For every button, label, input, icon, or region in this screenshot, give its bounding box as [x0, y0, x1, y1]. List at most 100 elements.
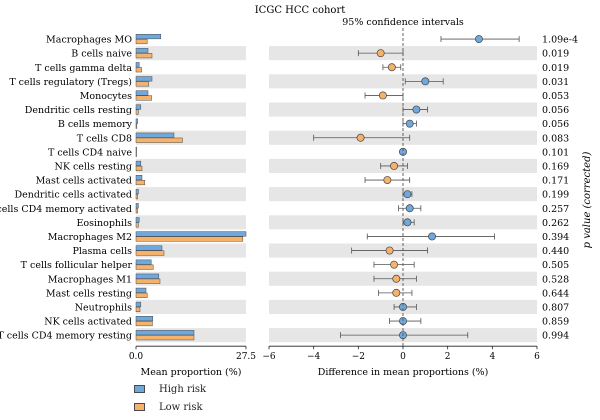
- bar-high-risk-t-cells-gamma-delta: [135, 62, 140, 68]
- legend-swatch-high-risk: [134, 385, 145, 393]
- stripe-bar-t-cells-regulatory-tregs: [136, 74, 246, 89]
- pvalue-t-cells-follicular-helper: 0.505: [542, 260, 569, 271]
- bar-high-risk-mast-cells-resting: [135, 287, 147, 293]
- ci-point-mast-cells-activated: [383, 176, 392, 184]
- stripe-bar-dendritic-cells-activated: [136, 187, 246, 202]
- ci-x-tick-label-0: −6: [262, 352, 276, 362]
- stripe-bar-eosinophils: [136, 215, 246, 230]
- pvalue-t-cells-gamma-delta: 0.019: [542, 63, 569, 74]
- ci-x-tick-label-1: −4: [307, 352, 321, 362]
- bar-high-risk-eosinophils: [135, 217, 140, 223]
- pvalue-t-cells-cd4-naive: 0.101: [542, 147, 569, 158]
- bar-low-risk-macrophages-m1: [135, 278, 161, 284]
- pvalue-nk-cells-activated: 0.859: [542, 317, 569, 328]
- ci-point-monocytes: [378, 91, 387, 100]
- stripe-bar-b-cells-naive: [136, 46, 246, 61]
- ci-x-axis-label: Difference in mean proportions (%): [318, 367, 489, 378]
- stripe-ci-t-cells-regulatory-tregs: [269, 74, 537, 89]
- bar-high-risk-monocytes: [135, 90, 149, 96]
- bar-x-axis-label: Mean proportion (%): [141, 367, 242, 378]
- category-label-t-cells-cd4-naive: T cells CD4 naive: [48, 147, 132, 158]
- bar-low-risk-t-cells-cd4-memory-resting: [135, 335, 195, 341]
- pvalue-t-cells-cd8: 0.083: [542, 133, 569, 144]
- bar-high-risk-macrophages-mo: [135, 34, 162, 40]
- category-label-mast-cells-resting: Mast cells resting: [46, 288, 132, 299]
- bar-high-risk-t-cells-cd4-naive: [135, 146, 137, 152]
- ci-x-tick-label-5: 4: [489, 352, 495, 362]
- axes: 0.0 27.5 −6 −4 −2 0 2 4 6: [129, 28, 540, 362]
- pvalue-t-cells-regulatory-tregs: 0.031: [542, 77, 569, 88]
- row-stripes: [136, 46, 537, 343]
- bar-low-risk-eosinophils: [135, 222, 139, 228]
- category-label-t-cells-gamma-delta: T cells gamma delta: [35, 63, 132, 74]
- legend-swatch-low-risk: [134, 403, 145, 411]
- bar-high-risk-b-cells-naive: [135, 48, 149, 54]
- ci-point-eosinophils: [403, 218, 412, 227]
- ci-point-b-cells-memory: [405, 119, 414, 128]
- pvalue-b-cells-naive: 0.019: [542, 49, 569, 60]
- stripe-bar-macrophages-m1: [136, 271, 246, 286]
- bar-high-risk-b-cells-memory: [135, 118, 138, 124]
- category-label-plasma-cells: Plasma cells: [72, 246, 132, 257]
- ci-point-t-cells-gamma-delta: [387, 63, 396, 72]
- pvalue-neutrophils: 0.807: [542, 302, 569, 313]
- ci-point-b-cells-naive: [376, 49, 385, 58]
- bar-high-risk-dendritic-cells-resting: [135, 104, 142, 110]
- bar-low-risk-neutrophils: [135, 306, 141, 312]
- bar-low-risk-monocytes: [135, 95, 152, 101]
- bar-low-risk-macrophages-m2: [135, 236, 244, 242]
- legend-label-low-risk: Low risk: [159, 401, 203, 413]
- pvalue-macrophages-mo: 1.09e-4: [542, 35, 578, 46]
- ci-point-plasma-cells: [385, 246, 394, 255]
- ci-point-t-cells-follicular-helper: [390, 260, 399, 269]
- bar-x-tick-label-0: 0.0: [129, 352, 144, 362]
- pvalue-dendritic-cells-activated: 0.199: [542, 190, 569, 201]
- bar-high-risk-nk-cells-activated: [135, 316, 154, 322]
- ci-point-macrophages-m2: [428, 232, 436, 241]
- ci-panel: [313, 35, 520, 340]
- pvalue-t-cells-cd4-memory-resting: 0.994: [542, 331, 569, 342]
- bar-high-risk-macrophages-m1: [135, 273, 160, 279]
- category-label-t-cells-cd4-memory-activated: T cells CD4 memory activated: [0, 204, 132, 215]
- bar-x-tick-label-1: 27.5: [236, 352, 256, 362]
- pvalue-nk-cells-resting: 0.169: [542, 161, 569, 172]
- ci-x-tick-label-4: 2: [445, 352, 451, 362]
- ci-point-mast-cells-resting: [392, 288, 401, 297]
- category-label-t-cells-follicular-helper: T cells follicular helper: [21, 260, 133, 271]
- category-label-macrophages-m1: Macrophages M1: [48, 274, 132, 285]
- bar-low-risk-mast-cells-resting: [135, 292, 148, 298]
- ci-point-t-cells-cd4-memory-activated: [405, 204, 414, 213]
- category-label-monocytes: Monocytes: [80, 91, 132, 102]
- pvalue-t-cells-cd4-memory-activated: 0.257: [542, 204, 569, 215]
- bar-low-risk-nk-cells-activated: [135, 321, 153, 327]
- ci-point-t-cells-regulatory-tregs: [421, 77, 430, 86]
- pvalue-column: 1.09e-4 0.019 0.019 0.031 0.053 0.056 0.056 0.0…: [542, 35, 578, 342]
- bar-low-risk-mast-cells-activated: [135, 180, 146, 186]
- bar-low-risk-t-cells-follicular-helper: [135, 264, 154, 270]
- bar-low-risk-plasma-cells: [135, 250, 165, 256]
- category-label-nk-cells-resting: NK cells resting: [55, 161, 132, 172]
- bar-high-risk-dendritic-cells-activated: [135, 189, 139, 195]
- category-label-b-cells-naive: B cells naive: [71, 49, 132, 60]
- bar-low-risk-dendritic-cells-activated: [135, 194, 138, 200]
- bar-low-risk-t-cells-gamma-delta: [135, 67, 142, 73]
- bar-high-risk-t-cells-regulatory-tregs: [135, 76, 153, 82]
- category-label-neutrophils: Neutrophils: [75, 302, 132, 313]
- bar-low-risk-dendritic-cells-resting: [135, 109, 139, 115]
- category-label-nk-cells-activated: NK cells activated: [44, 317, 132, 328]
- bar-high-risk-t-cells-cd4-memory-resting: [135, 330, 195, 336]
- ci-x-tick-label-6: 6: [534, 352, 540, 362]
- pvalue-b-cells-memory: 0.056: [542, 119, 569, 130]
- bar-panel: [135, 34, 247, 341]
- stripe-bar-dendritic-cells-resting: [136, 102, 246, 117]
- pvalue-mast-cells-activated: 0.171: [542, 176, 569, 187]
- category-label-t-cells-regulatory-tregs: T cells regulatory (Tregs): [9, 77, 132, 88]
- pvalue-mast-cells-resting: 0.644: [542, 288, 569, 299]
- stripe-bar-nk-cells-resting: [136, 158, 246, 173]
- legend-label-high-risk: High risk: [159, 383, 207, 395]
- bar-high-risk-neutrophils: [135, 301, 142, 307]
- category-label-dendritic-cells-activated: Dendritic cells activated: [14, 190, 132, 201]
- bar-high-risk-t-cells-follicular-helper: [135, 259, 152, 265]
- category-label-macrophages-m2: Macrophages M2: [48, 232, 132, 243]
